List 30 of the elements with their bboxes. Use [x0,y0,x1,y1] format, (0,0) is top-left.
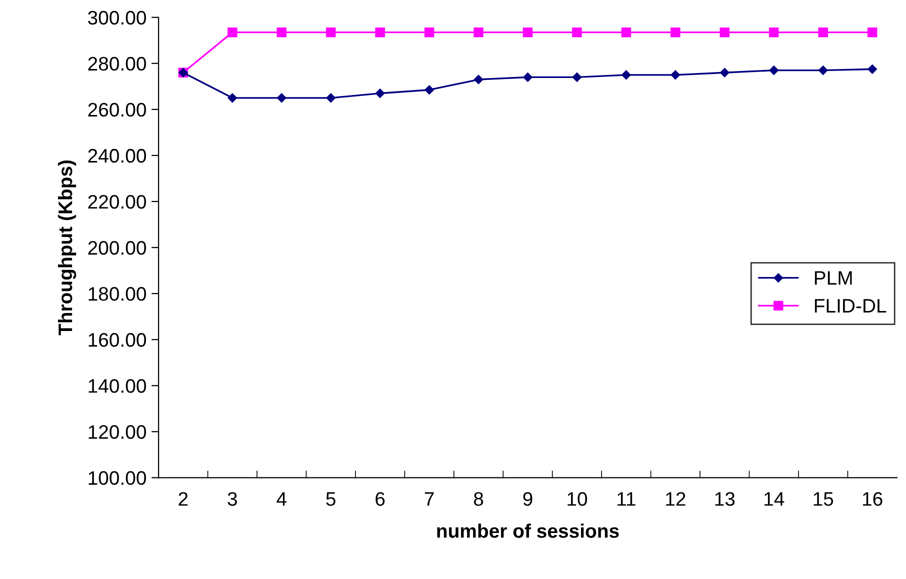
x-tick-label: 16 [862,492,882,506]
x-tick-label: 6 [376,492,385,506]
y-tick-label: 240.00 [88,148,146,163]
x-axis-title: number of sessions [437,524,619,538]
y-tick-label: 280.00 [88,56,146,71]
y-tick-label: 300.00 [88,10,146,25]
y-tick-label: 100.00 [88,471,146,485]
legend-label: PLM [814,271,852,285]
x-tick-label: 11 [618,492,636,506]
x-tick-label: 5 [326,492,336,506]
y-tick-label: 160.00 [88,333,146,347]
legend-label: FLID-DL [814,299,886,313]
x-tick-label: 15 [814,492,834,506]
y-tick-label: 120.00 [88,425,146,439]
x-tick-label: 3 [228,492,237,506]
x-tick-label: 8 [474,492,484,506]
y-axis-title: Throughput (Kbps) [58,160,76,336]
x-tick-label: 4 [276,492,286,506]
x-tick-label: 2 [178,492,188,506]
x-tick-label: 12 [666,492,686,506]
x-tick-label: 10 [568,492,588,506]
y-tick-label: 200.00 [88,240,146,255]
y-tick-label: 220.00 [88,194,146,209]
x-tick-label: 7 [424,492,434,506]
x-tick-label: 9 [523,492,532,506]
y-tick-label: 140.00 [88,379,146,393]
y-tick-label: 180.00 [88,287,146,301]
x-tick-label: 14 [764,492,784,506]
y-tick-label: 260.00 [88,102,146,117]
x-tick-label: 13 [715,492,735,506]
